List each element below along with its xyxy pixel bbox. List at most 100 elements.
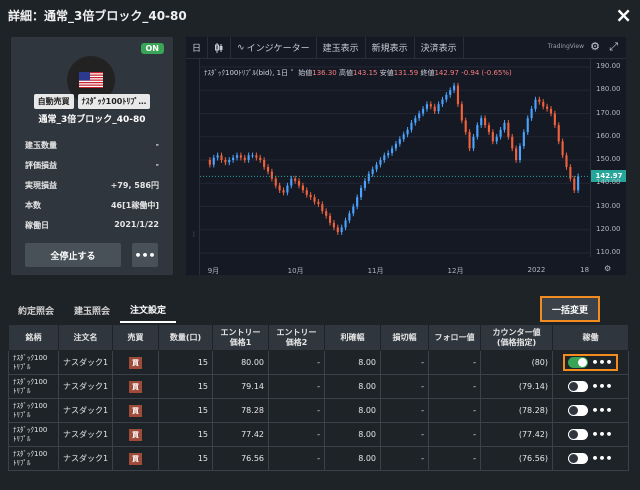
candle-body <box>305 190 308 195</box>
new-order-display-button[interactable]: 新規表示 <box>366 37 415 59</box>
tab-order-settings[interactable]: 注文設定 <box>120 297 177 323</box>
settlement-display-button[interactable]: 決済表示 <box>415 37 464 59</box>
entry-price2-cell: - <box>268 374 325 399</box>
interval-button[interactable]: 日 <box>186 37 209 59</box>
column-header: エントリー 価格1 <box>212 324 269 351</box>
candle-body <box>325 211 328 216</box>
summary-row: 本数 46[1稼働中] <box>25 201 159 210</box>
side-cell: 買 <box>112 446 159 471</box>
counter-cell: (78.28) <box>480 398 553 423</box>
candle-body <box>495 136 498 142</box>
left-toolbar-icon[interactable]: ⋮ <box>191 231 197 238</box>
candle-body <box>278 185 281 191</box>
stop-loss-cell: - <box>380 398 429 423</box>
candle-icon[interactable] <box>208 37 232 59</box>
symbol-cell: ﾅｽﾀﾞｯｸ100 ﾄﾘﾌﾟﾙ <box>8 374 59 399</box>
active-toggle[interactable] <box>568 357 589 368</box>
time-axis-settings-icon[interactable]: ⚙ <box>604 264 612 273</box>
candle-body <box>410 122 413 130</box>
table-row[interactable]: ﾅｽﾀﾞｯｸ100 ﾄﾘﾌﾟﾙ ナスダック1 買 15 79.14-8.00- - (79.… <box>8 374 629 399</box>
candle-body <box>542 101 545 107</box>
candle-body <box>235 155 239 158</box>
side-cell: 買 <box>112 350 159 375</box>
candle-body <box>321 204 324 212</box>
candle-body <box>220 155 223 160</box>
buy-badge: 買 <box>129 452 142 465</box>
tab-positions[interactable]: 建玉照会 <box>74 306 111 317</box>
ohlc-legend: ﾅｽﾀﾞｯｸ100ﾄﾘﾌﾟﾙ(bid), 1日 ˅ 始値136.30 高値143… <box>204 69 512 77</box>
candle-body <box>232 157 235 160</box>
candle-body <box>371 169 374 174</box>
table-row[interactable]: ﾅｽﾀﾞｯｸ100 ﾄﾘﾌﾟﾙ ナスダック1 買 15 80.00-8.00- - (80)… <box>8 350 629 375</box>
candle-body <box>534 99 537 109</box>
quantity-cell: 15 <box>158 374 213 399</box>
entry-price1-cell: 79.14 <box>212 374 269 399</box>
candle-body <box>553 113 556 126</box>
entry-price2-cell: - <box>268 398 325 423</box>
candle-body <box>359 187 363 198</box>
candle-body <box>418 113 421 119</box>
price-tick-label: 150.00 <box>596 155 621 163</box>
candle-body <box>437 104 440 112</box>
tab-executions[interactable]: 約定照会 <box>18 306 55 317</box>
summary-row: 稼働日 2021/1/22 <box>25 220 159 230</box>
row-more-button[interactable]: ••• <box>591 451 613 465</box>
candle-body <box>557 125 560 142</box>
candle-body <box>379 160 382 165</box>
active-cell: ••• <box>552 422 629 447</box>
active-toggle[interactable] <box>568 429 589 440</box>
time-tick-label: 12月 <box>447 267 464 275</box>
summary-row: 実現損益 +79, 586円 <box>25 181 159 190</box>
candle-body <box>449 90 452 95</box>
candle-body <box>518 146 522 160</box>
candle-body <box>208 160 211 165</box>
row-more-button[interactable]: ••• <box>591 379 613 393</box>
column-header: 稼働 <box>552 324 629 351</box>
position-display-button[interactable]: 建玉表示 <box>317 37 366 59</box>
row-more-button[interactable]: ••• <box>591 355 613 369</box>
detail-header: 詳細：通常_3倍ブロック_40-80 <box>0 0 640 30</box>
candle-body <box>515 148 518 160</box>
take-profit-cell: 8.00 <box>324 398 381 423</box>
table-row[interactable]: ﾅｽﾀﾞｯｸ100 ﾄﾘﾌﾟﾙ ナスダック1 買 15 78.28-8.00- - (78.… <box>8 398 629 423</box>
time-tick-label: 18 <box>580 266 590 274</box>
candle-body <box>356 197 359 207</box>
table-row[interactable]: ﾅｽﾀﾞｯｸ100 ﾄﾘﾌﾟﾙ ナスダック1 買 15 76.56-8.00- - (76.… <box>8 446 629 471</box>
candle-body <box>294 178 297 181</box>
bulk-change-button[interactable]: 一括変更 <box>540 296 600 322</box>
price-chart[interactable]: 日 ∿ インジケーター 建玉表示 新規表示 決済表示 TradingView ⚙ … <box>186 37 626 275</box>
candle-body <box>263 160 266 167</box>
stop-all-button[interactable]: 全停止する <box>25 243 121 267</box>
indicator-button[interactable]: ∿ インジケーター <box>231 37 317 59</box>
price-tick-label: 190.00 <box>596 62 621 70</box>
candle-body <box>487 125 491 133</box>
candle-body <box>456 85 460 105</box>
candle-body <box>511 136 514 149</box>
gear-icon[interactable]: ⚙ <box>590 40 600 53</box>
fullscreen-icon[interactable]: ⤢ <box>609 40 618 53</box>
candle-body <box>484 118 487 126</box>
candle-body <box>468 132 471 149</box>
candle-body <box>577 176 580 191</box>
price-tick-label: 110.00 <box>596 248 621 256</box>
active-toggle[interactable] <box>568 381 589 392</box>
active-toggle[interactable] <box>568 405 589 416</box>
counter-cell: (76.56) <box>480 446 553 471</box>
symbol-cell: ﾅｽﾀﾞｯｸ100 ﾄﾘﾌﾟﾙ <box>8 422 59 447</box>
row-more-button[interactable]: ••• <box>591 427 613 441</box>
close-button[interactable]: × <box>615 3 632 27</box>
candle-body <box>480 118 483 126</box>
symbol-cell: ﾅｽﾀﾞｯｸ100 ﾄﾘﾌﾟﾙ <box>8 398 59 423</box>
candle-body <box>290 178 293 186</box>
entry-price2-cell: - <box>268 350 325 375</box>
row-more-button[interactable]: ••• <box>591 403 613 417</box>
candle-body <box>270 171 273 179</box>
stop-loss-cell: - <box>380 374 429 399</box>
follow-cell: - <box>428 446 481 471</box>
candle-body <box>340 227 343 233</box>
more-options-button[interactable]: ••• <box>132 243 158 267</box>
active-cell: ••• <box>552 398 629 423</box>
table-row[interactable]: ﾅｽﾀﾞｯｸ100 ﾄﾘﾌﾟﾙ ナスダック1 買 15 77.42-8.00- - (77.… <box>8 422 629 447</box>
quantity-cell: 15 <box>158 446 213 471</box>
active-toggle[interactable] <box>568 453 589 464</box>
